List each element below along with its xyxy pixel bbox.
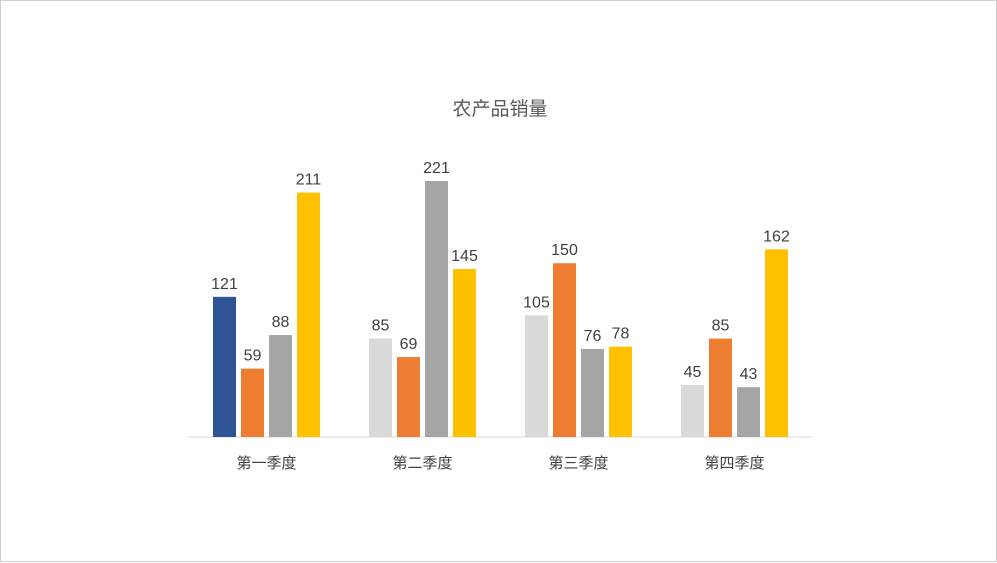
data-label-1-3: 88: [272, 314, 290, 331]
data-label-2-1: 85: [372, 318, 390, 335]
data-label-3-2: 150: [551, 242, 578, 259]
bar-3-1: [525, 315, 548, 437]
category-label-1: 第一季度: [236, 454, 296, 472]
bar-4-1: [681, 384, 704, 437]
data-label-3-1: 105: [523, 294, 550, 311]
bar-1-4: [297, 192, 320, 437]
data-label-4-4: 162: [763, 228, 790, 245]
data-label-3-4: 78: [612, 326, 630, 343]
data-label-1-4: 211: [296, 172, 322, 189]
bar-2-4: [453, 269, 476, 437]
data-label-1-2: 59: [244, 348, 262, 365]
category-label-4: 第四季度: [704, 454, 764, 472]
bar-3-3: [581, 348, 604, 437]
data-label-2-4: 145: [451, 248, 478, 265]
bar-4-2: [709, 338, 732, 437]
bar-4-4: [765, 249, 788, 437]
bar-1-1: [213, 296, 236, 437]
data-label-4-1: 45: [684, 364, 702, 381]
category-labels-group: 第一季度 第二季度 第三季度 第四季度: [236, 454, 764, 472]
category-label-3: 第三季度: [548, 454, 608, 472]
bar-1-2: [241, 368, 264, 437]
bar-2-1: [369, 338, 392, 437]
data-label-2-3: 221: [423, 160, 450, 177]
data-label-4-3: 43: [740, 366, 758, 383]
bar-3-4: [609, 346, 632, 437]
chart-title: 农产品销量: [452, 98, 547, 120]
data-labels-group: 121 59 88 211 85 69 221 145 105 150 76 78 45 85 43 162: [211, 160, 790, 383]
data-label-3-3: 76: [584, 328, 602, 345]
category-label-2: 第二季度: [392, 454, 452, 472]
bar-2-3: [425, 181, 448, 437]
bar-1-3: [269, 335, 292, 437]
bars-group: [213, 181, 788, 437]
data-label-1-1: 121: [211, 276, 238, 293]
bar-3-2: [553, 263, 576, 437]
data-label-4-2: 85: [712, 318, 730, 335]
bar-4-3: [737, 387, 760, 437]
data-label-2-2: 69: [400, 336, 418, 353]
bar-2-2: [397, 357, 420, 437]
